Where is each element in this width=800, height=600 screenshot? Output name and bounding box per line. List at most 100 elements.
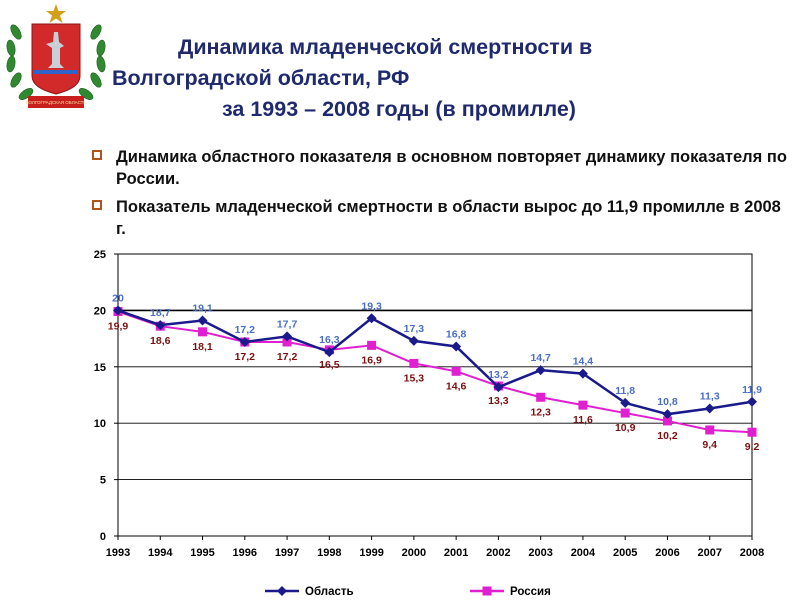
bullet-text: Динамика областного показателя в основно…: [116, 148, 787, 188]
data-label-russia: 16,9: [361, 354, 382, 366]
y-tick-label: 0: [100, 531, 106, 543]
data-point-oblast: [535, 365, 546, 376]
data-label-russia: 18,1: [192, 341, 213, 353]
legend-label-russia: Россия: [510, 586, 551, 598]
data-point-oblast: [620, 397, 631, 408]
data-point-russia: [620, 408, 630, 418]
data-point-oblast: [704, 403, 715, 414]
data-label-oblast: 11,9: [742, 384, 762, 396]
x-tick-label: 2002: [486, 547, 510, 559]
data-label-russia: 9,2: [745, 441, 760, 453]
data-point-oblast: [366, 313, 377, 324]
region-emblem: ВОЛГОГРАДСКАЯ ОБЛАСТЬ: [2, 2, 110, 114]
y-tick-label: 20: [94, 305, 106, 317]
data-label-oblast: 11,8: [615, 385, 635, 397]
data-label-oblast: 11,3: [700, 391, 720, 403]
bullet-marker-icon: [92, 150, 102, 160]
data-label-russia: 10,9: [615, 422, 636, 434]
plot-frame: [117, 253, 753, 537]
data-point-russia: [662, 416, 672, 426]
legend-label-oblast: Область: [305, 586, 354, 598]
data-label-russia: 19,9: [108, 321, 129, 333]
data-label-oblast: 14,4: [573, 356, 594, 368]
data-point-russia: [409, 358, 419, 368]
x-tick-label: 2007: [697, 547, 721, 559]
data-point-oblast: [197, 315, 208, 326]
x-tick-label: 2001: [444, 547, 468, 559]
data-label-oblast: 17,3: [404, 323, 425, 335]
data-point-russia: [451, 366, 461, 376]
series-line-oblast: [117, 309, 753, 416]
data-point-russia: [747, 427, 757, 437]
data-label-oblast: 17,2: [235, 324, 256, 336]
title-line-1: Динамика младенческой смертности в: [178, 35, 593, 59]
y-tick-label: 10: [94, 418, 106, 430]
bullet-text: Показатель младенческой смертности в обл…: [116, 198, 781, 238]
x-tick-label: 2003: [528, 547, 552, 559]
x-tick-label: 2008: [740, 547, 764, 559]
data-label-oblast: 14,7: [530, 352, 551, 364]
data-point-russia: [536, 392, 546, 402]
bullet-marker-icon: [92, 200, 102, 210]
data-label-russia: 15,3: [404, 372, 425, 384]
data-label-russia: 9,4: [702, 439, 717, 451]
x-tick-label: 2000: [402, 547, 426, 559]
bullet-list: Динамика областного показателя в основно…: [92, 146, 792, 246]
data-label-oblast: 20: [112, 292, 124, 304]
x-tick-label: 1999: [359, 547, 383, 559]
data-point-oblast: [113, 305, 123, 316]
x-tick-label: 1997: [275, 547, 299, 559]
svg-text:ВОЛГОГРАДСКАЯ ОБЛАСТЬ: ВОЛГОГРАДСКАЯ ОБЛАСТЬ: [26, 100, 87, 105]
y-tick-label: 5: [100, 475, 106, 487]
data-point-oblast: [155, 320, 166, 331]
data-label-russia: 11,6: [573, 414, 593, 426]
data-label-oblast: 10,8: [657, 396, 678, 408]
data-point-russia: [578, 400, 588, 410]
infant-mortality-chart: 0 5 10 15 20 25 1993 1994 1995 1996 1997 1998 1999 20…: [94, 249, 764, 598]
data-point-oblast: [662, 409, 673, 420]
data-label-oblast: 19,3: [361, 300, 382, 312]
data-point-oblast: [324, 347, 335, 358]
data-label-russia: 17,2: [235, 351, 256, 363]
data-point-oblast: [493, 382, 504, 393]
data-point-oblast: [747, 396, 757, 407]
data-label-russia: 14,6: [446, 380, 467, 392]
data-point-russia: [367, 340, 377, 350]
x-tick-label: 1995: [190, 547, 214, 559]
data-point-oblast: [408, 335, 419, 346]
data-point-oblast: [451, 341, 462, 352]
y-tick-label: 15: [94, 362, 106, 374]
data-label-russia: 12,3: [530, 406, 551, 418]
data-label-oblast: 19,1: [192, 303, 213, 315]
data-point-oblast: [282, 331, 293, 342]
data-label-oblast: 18,7: [150, 307, 171, 319]
x-tick-label: 1993: [106, 547, 130, 559]
x-tick-label: 2005: [613, 547, 637, 559]
x-tick-label: 2004: [571, 547, 596, 559]
data-label-oblast: 16,3: [319, 334, 340, 346]
data-point-russia: [282, 337, 292, 347]
data-point-oblast: [577, 368, 588, 379]
data-label-oblast: 16,8: [446, 328, 467, 340]
title-line-2: Волгоградской области, РФ: [112, 66, 410, 90]
x-tick-label: 1994: [148, 547, 173, 559]
slide-title: Динамика младенческой смертности в Волго…: [112, 32, 752, 125]
x-tick-label: 1996: [233, 547, 257, 559]
data-label-russia: 13,3: [488, 395, 509, 407]
data-label-oblast: 17,7: [277, 318, 298, 330]
data-label-russia: 16,5: [319, 359, 340, 371]
data-point-oblast: [239, 336, 250, 347]
data-point-russia: [198, 327, 208, 337]
data-label-russia: 18,6: [150, 335, 171, 347]
title-line-3: за 1993 – 2008 годы (в промилле): [222, 97, 576, 121]
legend-marker-russia: [482, 586, 492, 596]
y-tick-label: 25: [94, 249, 106, 261]
x-tick-label: 1998: [317, 547, 341, 559]
legend-marker-oblast: [277, 586, 287, 596]
data-label-russia: 17,2: [277, 351, 298, 363]
bullet-item: Динамика областного показателя в основно…: [92, 146, 792, 190]
x-tick-label: 2006: [655, 547, 679, 559]
data-label-oblast: 13,2: [488, 369, 509, 381]
bullet-item: Показатель младенческой смертности в обл…: [92, 196, 792, 240]
series-line-russia: [117, 310, 753, 434]
